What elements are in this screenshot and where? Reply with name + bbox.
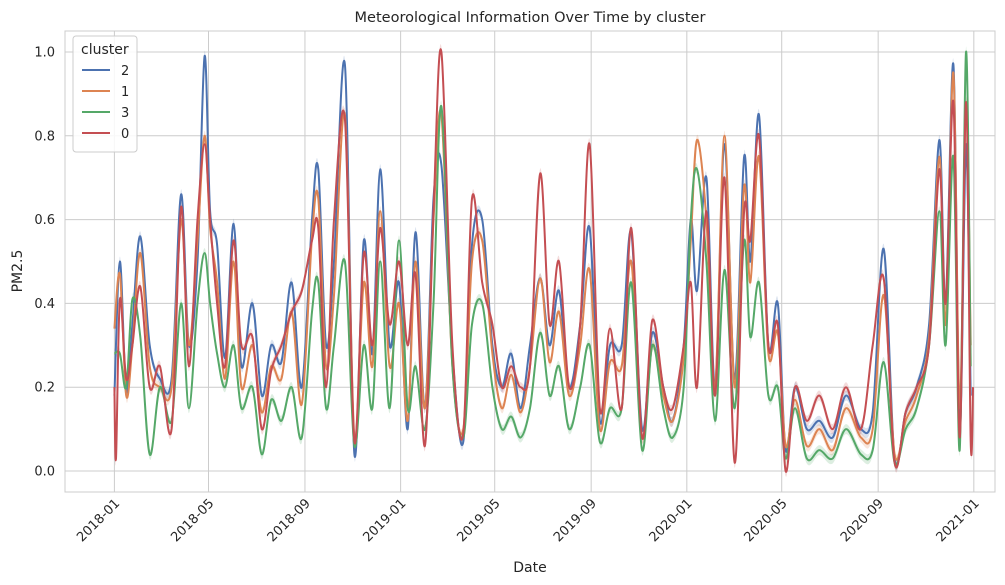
legend-label-3: 3 — [121, 106, 129, 121]
x-tick-labels: 2018-01 2018-05 2018-09 2019-01 2019-05 2019-… — [74, 496, 982, 545]
y-tick-label: 0.4 — [34, 297, 55, 312]
y-tick-labels: 0.0 0.2 0.4 0.6 0.8 1.0 — [34, 45, 55, 479]
plot-frame — [64, 30, 996, 493]
series-line-0 — [113, 48, 974, 473]
legend-title: cluster — [81, 42, 129, 58]
series-line-1 — [113, 71, 972, 461]
x-tick-label: 2018-09 — [265, 496, 314, 545]
y-tick-label: 0.2 — [34, 381, 55, 396]
series-lines — [113, 48, 974, 473]
x-tick-label: 2020-01 — [647, 496, 696, 545]
legend-box — [72, 35, 138, 153]
x-tick-label: 2019-05 — [455, 496, 504, 545]
legend-items: 2 1 3 0 — [82, 64, 129, 142]
series-line-3 — [113, 50, 972, 466]
legend-label-1: 1 — [121, 85, 129, 100]
x-tick-label: 2018-01 — [74, 496, 123, 545]
y-axis-label: PM2.5 — [10, 250, 26, 293]
series-line-2 — [113, 55, 972, 467]
x-tick-label: 2018-05 — [168, 496, 217, 545]
y-tick-label: 0.0 — [34, 465, 55, 480]
legend-label-0: 0 — [121, 127, 129, 142]
y-tick-label: 0.8 — [34, 129, 55, 144]
x-tick-label: 2020-09 — [838, 496, 887, 545]
x-tick-label: 2020-05 — [742, 496, 791, 545]
x-tick-label: 2019-09 — [551, 496, 600, 545]
y-tick-label: 0.6 — [34, 213, 55, 228]
y-tick-label: 1.0 — [34, 45, 55, 60]
chart-title: Meteorological Information Over Time by … — [355, 10, 706, 26]
x-axis-label: Date — [513, 560, 546, 576]
x-tick-label: 2021-01 — [934, 496, 983, 545]
legend-label-2: 2 — [121, 64, 129, 79]
legend: cluster 2 1 3 0 — [72, 35, 138, 153]
x-tick-label: 2019-01 — [360, 496, 409, 545]
